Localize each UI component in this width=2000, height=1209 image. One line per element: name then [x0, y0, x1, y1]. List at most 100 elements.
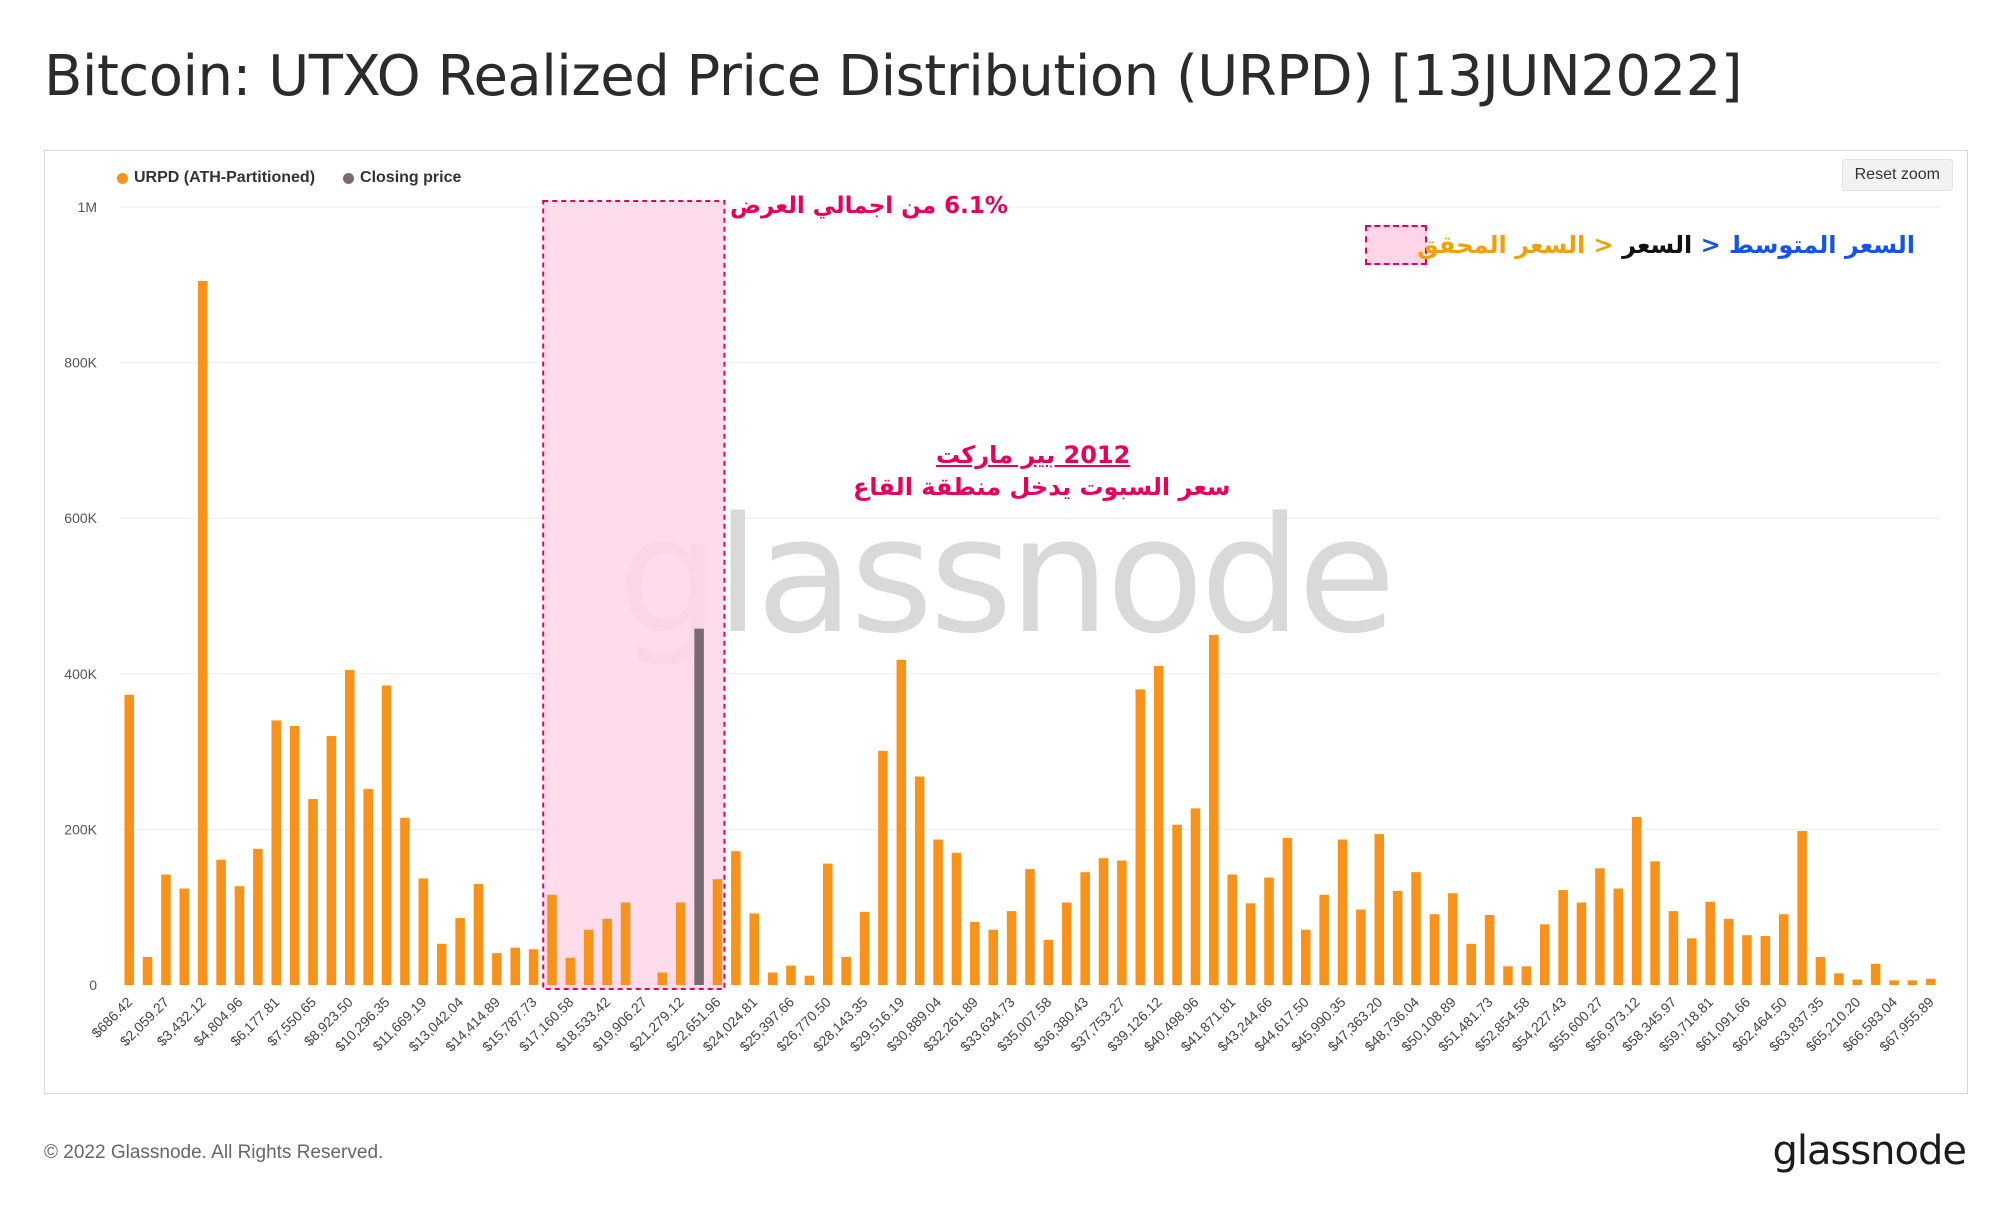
urpd-bar	[841, 956, 851, 985]
urpd-bar	[878, 750, 888, 985]
urpd-bar	[1742, 935, 1752, 985]
urpd-bar	[914, 776, 925, 985]
key-mean-price: السعر المتوسط	[1729, 231, 1915, 259]
urpd-bar	[1834, 973, 1844, 985]
urpd-bar	[1117, 860, 1127, 985]
urpd-bar	[896, 659, 907, 985]
urpd-chart: 0200K400K600K800K1Mglassnode$686.42$2,05…	[64, 199, 1940, 1055]
urpd-bar	[1190, 808, 1201, 985]
urpd-bar	[253, 848, 263, 985]
urpd-bar	[584, 929, 594, 985]
key-realized-price: السعر المحقق	[1417, 231, 1586, 259]
urpd-bar	[1282, 837, 1293, 985]
urpd-bar	[970, 921, 980, 985]
urpd-bar	[363, 788, 373, 985]
urpd-bar	[1852, 979, 1863, 985]
bear-market-subtitle: سعر السبوت يدخل منطقة القاع	[853, 473, 1231, 501]
urpd-bar	[1098, 858, 1109, 985]
urpd-bar	[216, 859, 226, 985]
urpd-bar	[142, 956, 153, 985]
urpd-bar	[1080, 872, 1090, 985]
urpd-bar	[657, 972, 668, 985]
urpd-bar	[1595, 868, 1605, 985]
urpd-bar	[1411, 872, 1421, 985]
closing-legend-dot-icon	[343, 172, 355, 184]
urpd-bar	[1668, 911, 1679, 985]
urpd-bar	[1484, 914, 1495, 985]
legend-item-closing[interactable]: Closing price	[343, 169, 461, 187]
urpd-bar	[436, 943, 447, 985]
urpd-bar	[620, 902, 631, 985]
y-tick-label: 200K	[64, 821, 97, 837]
legend: URPD (ATH-Partitioned) Closing price	[117, 169, 461, 187]
urpd-bar	[289, 725, 300, 985]
bottom-zone-highlight	[542, 200, 726, 990]
urpd-bar	[565, 957, 576, 985]
urpd-bar	[859, 911, 870, 985]
urpd-bar	[1392, 890, 1403, 985]
urpd-bar	[675, 902, 686, 985]
legend-label-closing: Closing price	[360, 169, 462, 186]
urpd-bar	[1466, 943, 1476, 985]
urpd-bar	[1926, 978, 1936, 985]
legend-label-urpd: URPD (ATH-Partitioned)	[134, 169, 316, 186]
urpd-bar	[1815, 956, 1826, 985]
urpd-bar	[1539, 924, 1550, 985]
urpd-bar	[1356, 909, 1366, 985]
urpd-bar	[1687, 938, 1697, 985]
urpd-legend-dot-icon	[117, 172, 128, 184]
urpd-bar	[326, 736, 337, 985]
urpd-bar	[1558, 890, 1568, 985]
urpd-bar	[1797, 830, 1807, 985]
urpd-bar	[767, 972, 778, 985]
urpd-bar	[602, 918, 612, 985]
urpd-bar	[1631, 816, 1642, 985]
key-price: السعر	[1622, 231, 1693, 259]
urpd-bar	[418, 878, 429, 985]
price-key-swatch	[1365, 225, 1427, 265]
urpd-bar	[1245, 903, 1256, 985]
urpd-bar	[988, 929, 999, 985]
y-tick-label: 600K	[64, 510, 97, 526]
y-tick-label: 1M	[78, 199, 97, 215]
urpd-bar	[547, 894, 557, 985]
urpd-bar	[1760, 935, 1771, 985]
urpd-bar	[1172, 824, 1182, 985]
urpd-bar	[1153, 666, 1164, 985]
urpd-bar	[473, 883, 484, 985]
urpd-bar	[197, 280, 208, 985]
urpd-bar	[1227, 874, 1238, 985]
urpd-bar	[381, 685, 392, 985]
urpd-bar	[1705, 901, 1715, 985]
urpd-bar	[749, 913, 760, 985]
bear-market-annotation: 2012 بير ماركت	[936, 441, 1131, 469]
urpd-bar	[1006, 911, 1017, 985]
urpd-bar	[1043, 939, 1054, 985]
urpd-bar	[1337, 839, 1348, 985]
urpd-bar	[1061, 902, 1072, 985]
urpd-bar	[1264, 877, 1274, 985]
urpd-bar	[1300, 929, 1311, 985]
urpd-bar	[1576, 902, 1587, 985]
y-tick-label: 800K	[64, 355, 97, 371]
legend-item-urpd[interactable]: URPD (ATH-Partitioned)	[117, 169, 315, 187]
urpd-bar	[951, 852, 962, 985]
closing-price-bar	[694, 628, 704, 985]
urpd-bar	[1650, 861, 1660, 985]
urpd-bar	[1723, 918, 1734, 985]
urpd-bar	[804, 975, 815, 985]
urpd-bar	[345, 669, 355, 985]
urpd-bar	[1209, 634, 1219, 985]
urpd-bar	[1319, 894, 1329, 985]
reset-zoom-button[interactable]: Reset zoom	[1841, 159, 1953, 191]
urpd-bar	[712, 879, 723, 985]
price-key-text: السعر المتوسط < السعر < السعر المحقق	[1417, 231, 1915, 259]
urpd-bar	[1025, 869, 1035, 985]
urpd-bar	[510, 947, 521, 985]
urpd-bar	[308, 799, 318, 985]
urpd-bar	[179, 888, 190, 985]
urpd-bar	[822, 863, 833, 985]
glassnode-logo: glassnode	[1772, 1128, 1967, 1174]
urpd-bar	[1613, 888, 1624, 985]
glassnode-watermark: glassnode	[618, 482, 1392, 669]
